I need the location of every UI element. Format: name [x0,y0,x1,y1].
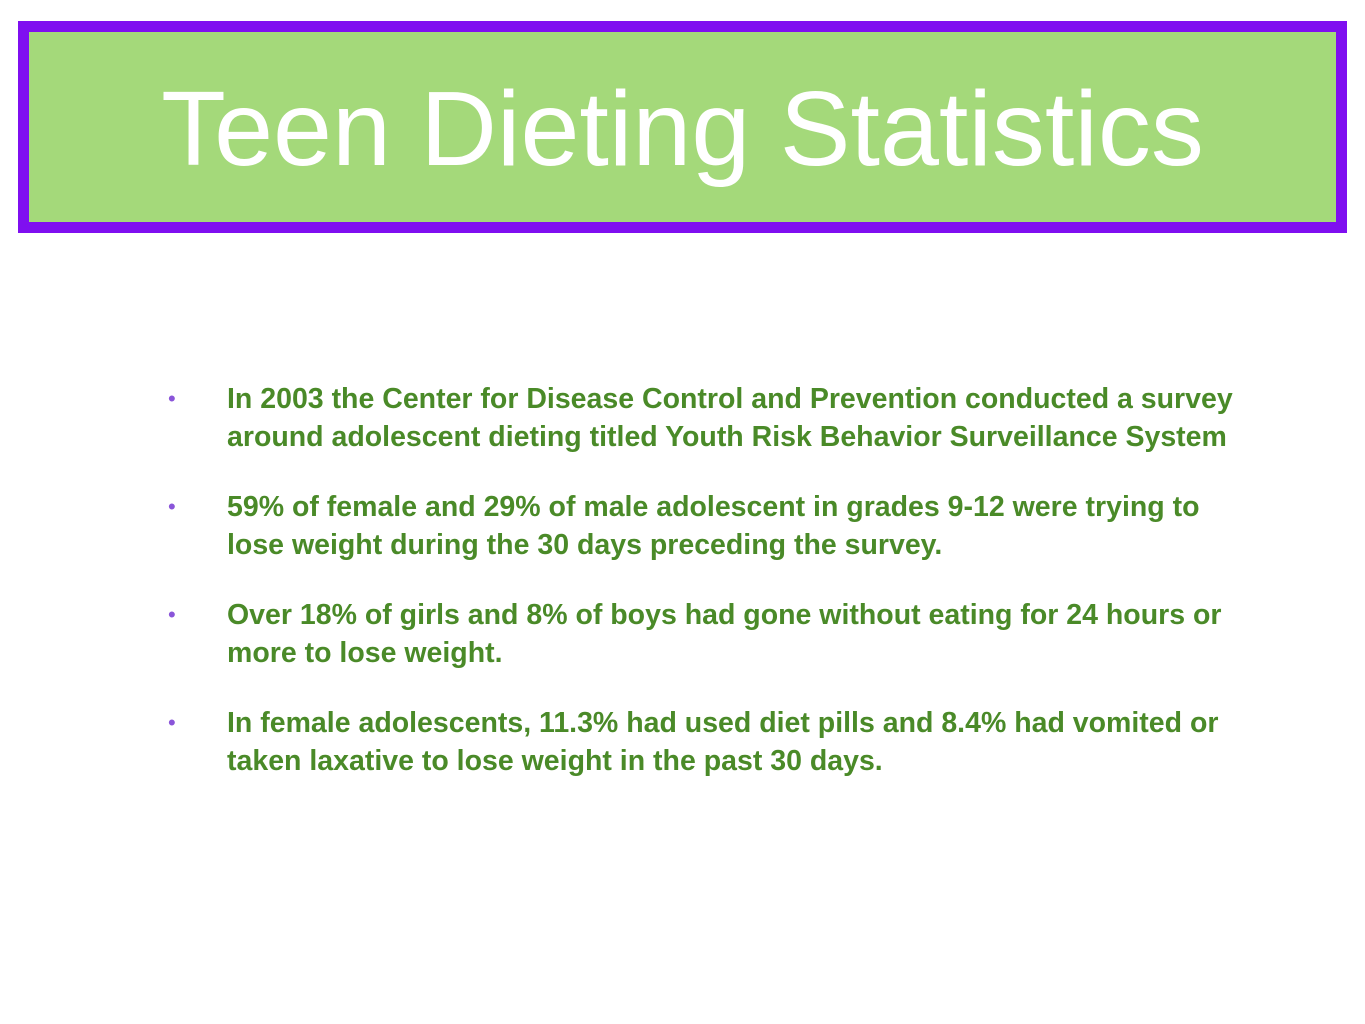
bullet-item: • In female adolescents, 11.3% had used … [165,704,1235,780]
slide-title: Teen Dieting Statistics [161,70,1204,188]
bullet-item: • In 2003 the Center for Disease Control… [165,380,1235,456]
bullet-text: 59% of female and 29% of male adolescent… [227,491,1200,561]
bullet-text: In female adolescents, 11.3% had used di… [227,707,1219,777]
bullet-dot-icon: • [168,386,176,411]
bullet-item: • Over 18% of girls and 8% of boys had g… [165,596,1235,672]
bullet-dot-icon: • [168,710,176,735]
bullet-dot-icon: • [168,602,176,627]
bullet-text: In 2003 the Center for Disease Control a… [227,383,1233,453]
bullet-text: Over 18% of girls and 8% of boys had gon… [227,599,1222,669]
bullet-list: • In 2003 the Center for Disease Control… [165,380,1235,812]
title-banner: Teen Dieting Statistics [18,21,1347,233]
bullet-item: • 59% of female and 29% of male adolesce… [165,488,1235,564]
bullet-dot-icon: • [168,494,176,519]
